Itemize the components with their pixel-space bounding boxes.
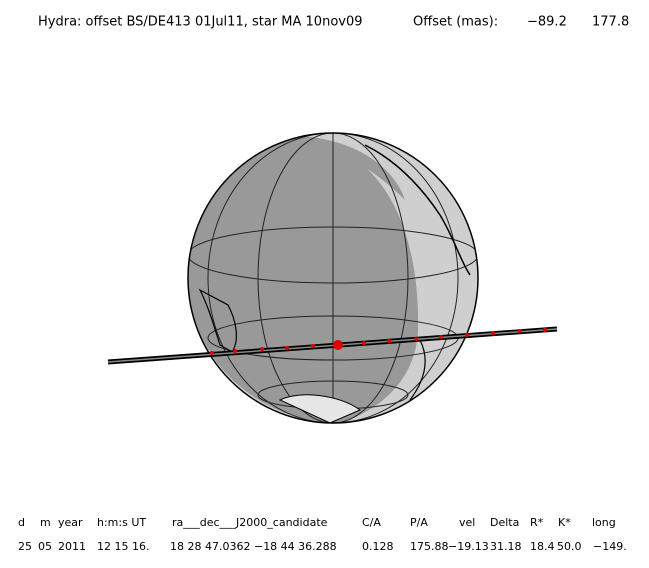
- cell: 12 15 16.: [97, 540, 149, 553]
- cell: 2011: [58, 540, 86, 553]
- column-header: Delta: [490, 516, 519, 529]
- column-header: m: [40, 516, 51, 529]
- cell: 175.88: [410, 540, 449, 553]
- column-header: d: [18, 516, 25, 529]
- column-header: K*: [558, 516, 571, 529]
- title: Hydra: offset BS/DE413 01Jul11, star MA …: [38, 15, 363, 30]
- cell: 0.128: [362, 540, 394, 553]
- offset-label: Offset (mas):: [413, 15, 498, 30]
- cell: 05: [38, 540, 52, 553]
- column-header: C/A: [362, 516, 381, 529]
- column-header: ra___dec___J2000_candidate: [172, 516, 328, 529]
- column-header: vel: [459, 516, 475, 529]
- data-table: d m year h:m:s UT ra___dec___J2000_candidate…: [18, 516, 627, 553]
- offset-dec: 177.8: [592, 15, 629, 30]
- cell: 18.4: [530, 540, 555, 553]
- column-header: P/A: [410, 516, 428, 529]
- globe: [187, 132, 479, 424]
- cell: −19.13: [448, 540, 489, 553]
- column-header: long: [592, 516, 616, 529]
- cell: 18 28 47.0362 −18 44 36.288: [170, 540, 337, 553]
- cell: 31.18: [490, 540, 522, 553]
- cell: 25: [18, 540, 32, 553]
- offset-ra: −89.2: [527, 15, 567, 30]
- occultation-track: [107, 326, 558, 365]
- cell: 50.0: [557, 540, 582, 553]
- column-header: year: [58, 516, 83, 529]
- cell: −149.: [593, 540, 627, 553]
- column-header: R*: [530, 516, 544, 529]
- column-header: h:m:s UT: [97, 516, 146, 529]
